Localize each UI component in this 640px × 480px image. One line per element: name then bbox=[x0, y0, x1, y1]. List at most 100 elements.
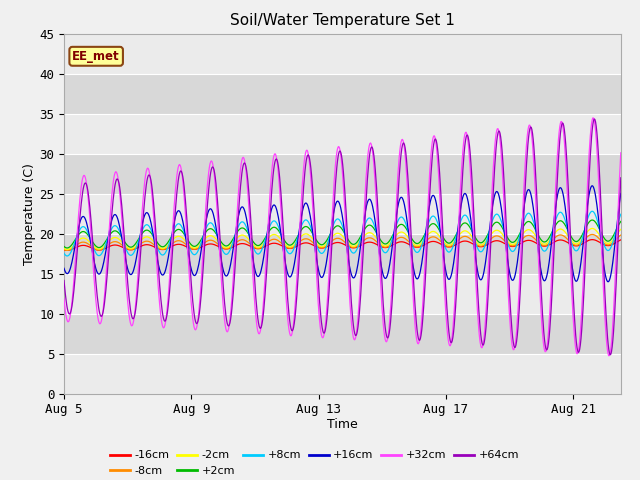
-2cm bbox=[339, 233, 347, 239]
-2cm bbox=[374, 237, 381, 243]
+32cm bbox=[435, 178, 443, 184]
+64cm bbox=[202, 232, 209, 238]
Line: +32cm: +32cm bbox=[64, 118, 621, 356]
-8cm bbox=[339, 238, 347, 243]
-16cm bbox=[339, 241, 347, 247]
+2cm bbox=[436, 228, 444, 234]
+2cm bbox=[374, 232, 381, 238]
+16cm bbox=[617, 191, 625, 196]
Bar bbox=[64, 274, 621, 313]
-2cm bbox=[299, 232, 307, 238]
Text: EE_met: EE_met bbox=[72, 50, 120, 63]
-8cm bbox=[588, 231, 596, 237]
+2cm bbox=[617, 218, 625, 224]
+16cm bbox=[604, 279, 612, 285]
Bar bbox=[64, 234, 621, 274]
+8cm bbox=[60, 251, 68, 256]
+16cm bbox=[298, 209, 306, 215]
+2cm bbox=[371, 228, 379, 233]
-2cm bbox=[371, 234, 379, 240]
Line: +16cm: +16cm bbox=[64, 186, 621, 282]
-8cm bbox=[371, 238, 379, 243]
+64cm bbox=[435, 161, 443, 167]
+8cm bbox=[299, 220, 307, 226]
-8cm bbox=[60, 247, 68, 252]
+32cm bbox=[373, 217, 381, 223]
-16cm bbox=[60, 247, 68, 253]
+16cm bbox=[373, 234, 381, 240]
-16cm bbox=[299, 240, 307, 246]
+2cm bbox=[202, 229, 210, 235]
-8cm bbox=[63, 248, 71, 253]
+2cm bbox=[63, 245, 71, 251]
+16cm bbox=[338, 212, 346, 217]
+64cm bbox=[338, 156, 346, 162]
+8cm bbox=[617, 211, 625, 217]
-2cm bbox=[436, 234, 444, 240]
-2cm bbox=[588, 226, 596, 231]
+8cm bbox=[339, 224, 347, 230]
Bar bbox=[64, 313, 621, 354]
Line: -2cm: -2cm bbox=[64, 228, 621, 250]
Bar bbox=[64, 154, 621, 193]
-8cm bbox=[202, 239, 210, 245]
+64cm bbox=[371, 159, 378, 165]
+16cm bbox=[435, 217, 443, 223]
Line: -8cm: -8cm bbox=[64, 234, 621, 251]
-16cm bbox=[588, 237, 596, 242]
-8cm bbox=[436, 238, 444, 243]
+32cm bbox=[298, 182, 306, 188]
+8cm bbox=[436, 226, 444, 232]
-2cm bbox=[60, 246, 68, 252]
-2cm bbox=[63, 247, 71, 252]
+8cm bbox=[374, 234, 381, 240]
-2cm bbox=[202, 235, 210, 240]
+32cm bbox=[202, 211, 209, 216]
X-axis label: Time: Time bbox=[327, 418, 358, 431]
Line: +2cm: +2cm bbox=[64, 220, 621, 248]
-16cm bbox=[374, 242, 381, 248]
+16cm bbox=[202, 221, 209, 227]
+16cm bbox=[60, 265, 68, 271]
+8cm bbox=[371, 225, 379, 231]
+32cm bbox=[605, 353, 612, 359]
Y-axis label: Temperature (C): Temperature (C) bbox=[24, 163, 36, 264]
Legend: -16cm, -8cm, -2cm, +2cm, +8cm, +16cm, +32cm, +64cm: -16cm, -8cm, -2cm, +2cm, +8cm, +16cm, +3… bbox=[106, 446, 524, 480]
+2cm bbox=[299, 225, 307, 231]
Line: -16cm: -16cm bbox=[64, 240, 621, 251]
+64cm bbox=[591, 116, 598, 122]
+32cm bbox=[589, 115, 596, 120]
-16cm bbox=[617, 237, 625, 243]
-8cm bbox=[299, 237, 307, 242]
+32cm bbox=[371, 172, 378, 178]
-16cm bbox=[63, 248, 71, 253]
Line: +64cm: +64cm bbox=[64, 119, 621, 355]
Line: +8cm: +8cm bbox=[64, 211, 621, 256]
+64cm bbox=[606, 352, 614, 358]
+2cm bbox=[60, 243, 68, 249]
Bar bbox=[64, 193, 621, 234]
Bar bbox=[64, 354, 621, 394]
+8cm bbox=[202, 226, 210, 231]
+16cm bbox=[371, 215, 378, 220]
+32cm bbox=[338, 165, 346, 171]
-16cm bbox=[202, 242, 210, 248]
-8cm bbox=[374, 240, 381, 246]
+32cm bbox=[617, 150, 625, 156]
+2cm bbox=[339, 227, 347, 233]
+64cm bbox=[60, 277, 68, 283]
+64cm bbox=[298, 204, 306, 210]
-16cm bbox=[371, 241, 379, 247]
-8cm bbox=[617, 232, 625, 238]
Bar bbox=[64, 73, 621, 114]
+64cm bbox=[617, 175, 625, 180]
-16cm bbox=[436, 240, 444, 246]
+16cm bbox=[588, 183, 596, 189]
+64cm bbox=[373, 195, 381, 201]
+8cm bbox=[588, 208, 596, 214]
+32cm bbox=[60, 296, 68, 302]
Bar bbox=[64, 114, 621, 154]
Title: Soil/Water Temperature Set 1: Soil/Water Temperature Set 1 bbox=[230, 13, 455, 28]
+8cm bbox=[63, 253, 71, 259]
+2cm bbox=[588, 217, 596, 223]
